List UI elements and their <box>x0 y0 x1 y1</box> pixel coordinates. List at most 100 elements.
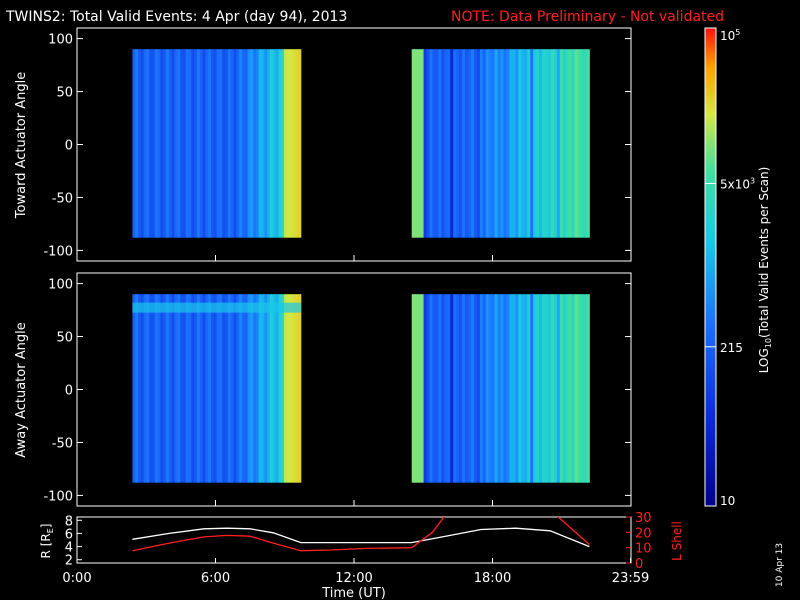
heatmap-cell-column <box>196 49 201 238</box>
heatmap-cell-column <box>420 49 424 238</box>
heatmap-cell-column <box>171 49 175 238</box>
heatmap-cell-column <box>177 294 181 483</box>
heatmap-cell-column <box>138 49 142 238</box>
heatmap-cell-column <box>216 49 220 238</box>
heatmap-cell-column <box>550 294 555 483</box>
heatmap-cell-column <box>289 294 293 483</box>
heatmap-cell-column <box>417 294 421 483</box>
orbit-right-tick-label: 10 <box>635 542 652 557</box>
heatmap-cell-column <box>556 294 561 483</box>
heatmap-cell-column <box>438 49 442 238</box>
heatmap-cell-column <box>132 49 136 238</box>
heatmap-cell-column <box>453 49 457 238</box>
heatmap-cell-column <box>163 294 167 483</box>
heatmap-cell-column <box>281 49 285 238</box>
heatmap-cell-column <box>270 294 274 483</box>
heatmap-cell-column <box>241 49 246 238</box>
orbit-left-ylabel: R [RE] <box>39 524 55 559</box>
heatmap-cell-column <box>163 49 167 238</box>
heatmap-cell-column <box>470 294 475 483</box>
heatmap-cell-column <box>485 49 490 238</box>
heatmap-cell-column <box>225 49 229 238</box>
ytick-label: -50 <box>52 436 73 451</box>
heatmap-cell-column <box>533 49 537 238</box>
heatmap-cell-column <box>542 294 546 483</box>
colorbar-tick-label: 215 <box>720 341 743 355</box>
heatmap-cell-column <box>233 294 237 483</box>
heatmap-cell-column <box>476 49 481 238</box>
heatmap-cell-column <box>157 49 161 238</box>
ytick-label: 100 <box>48 33 73 48</box>
heatmap-cell-column <box>539 294 543 483</box>
heatmap-cell-column <box>411 294 416 483</box>
heatmap-cell-column <box>577 294 581 483</box>
heatmap-cell-column <box>545 294 549 483</box>
heatmap-cell-column <box>571 49 576 238</box>
heatmap-cell-column <box>199 49 204 238</box>
heatmap-cell-column <box>465 49 469 238</box>
heatmap-cell-column <box>562 294 567 483</box>
heatmap-cell-column <box>509 49 513 238</box>
heatmap-cell-column <box>441 49 445 238</box>
heatmap-cell-column <box>509 294 513 483</box>
heatmap-cell-column <box>154 294 159 483</box>
heatmap-cell-column <box>574 294 578 483</box>
heatmap-cell-column <box>435 49 439 238</box>
heatmap-cell-column <box>202 294 206 483</box>
heatmap-cell-column <box>568 294 573 483</box>
heatmap-cell-column <box>553 49 558 238</box>
heatmap-cell-column <box>568 49 573 238</box>
orbit-right-tick-label: 20 <box>635 526 652 541</box>
heatmap-cell-column <box>295 294 299 483</box>
heatmap-cell-column <box>414 294 419 483</box>
orbit-right-tick-label: 30 <box>635 511 652 526</box>
time-axis-label: Time (UT) <box>321 586 386 600</box>
heatmap-cell-column <box>284 49 288 238</box>
time-tick-label: 6:00 <box>201 571 230 586</box>
ytick-label: 50 <box>56 86 73 101</box>
heatmap-cell-column <box>518 49 522 238</box>
heatmap-cell-column <box>536 49 540 238</box>
heatmap-cell-column <box>143 294 147 483</box>
heatmap-cell-column <box>180 294 184 483</box>
heatmap-cell-column <box>261 294 265 483</box>
heatmap-cell-column <box>258 49 262 238</box>
heatmap-cell-column <box>278 49 282 238</box>
heatmap-cell-column <box>261 49 265 238</box>
heatmap-cell-column <box>580 294 584 483</box>
heatmap-cell-column <box>491 294 496 483</box>
heatmap-cell-column <box>432 49 436 238</box>
colorbar-gradient <box>704 27 717 507</box>
heatmap-cell-column <box>138 294 142 483</box>
heatmap-cell-column <box>244 49 248 238</box>
heatmap-cell-column <box>171 294 175 483</box>
heatmap-cell-column <box>512 294 516 483</box>
heatmap-cell-column <box>270 49 274 238</box>
heatmap-cell-column <box>275 294 279 483</box>
heatmap-cell-column <box>426 294 430 483</box>
heatmap-cell-column <box>188 294 192 483</box>
heatmap-cell-column <box>441 294 445 483</box>
heatmap-cell-column <box>459 294 463 483</box>
colorbar: 10 215 5x103 105 LOG10(Total Valid Events p… <box>704 27 773 508</box>
heatmap-cell-column <box>527 49 531 238</box>
heatmap-cell-column <box>435 294 439 483</box>
heatmap-cell-column <box>275 49 279 238</box>
heatmap-cell-column <box>140 294 145 483</box>
heatmap-cell-column <box>500 294 504 483</box>
ytick-label: 0 <box>65 139 73 154</box>
preliminary-note: NOTE: Data Preliminary - Not validated <box>451 9 724 25</box>
heatmap-cell-column <box>185 294 189 483</box>
heatmap-cell-column <box>542 49 546 238</box>
heatmap-cell-column <box>515 294 519 483</box>
colorbar-tick-label: 10 <box>720 494 735 508</box>
heatmap-cell-column <box>559 49 564 238</box>
date-stamp: 10 Apr 13 <box>775 543 785 587</box>
heatmap-cell-column <box>278 294 282 483</box>
heatmap-cell-column <box>233 49 237 238</box>
heatmap-cell-column <box>420 294 424 483</box>
heatmap-cell-column <box>149 294 153 483</box>
heatmap-cell-column <box>506 49 510 238</box>
orbit-left-tick-label: 4 <box>65 541 73 556</box>
heatmap-cell-column <box>479 294 484 483</box>
